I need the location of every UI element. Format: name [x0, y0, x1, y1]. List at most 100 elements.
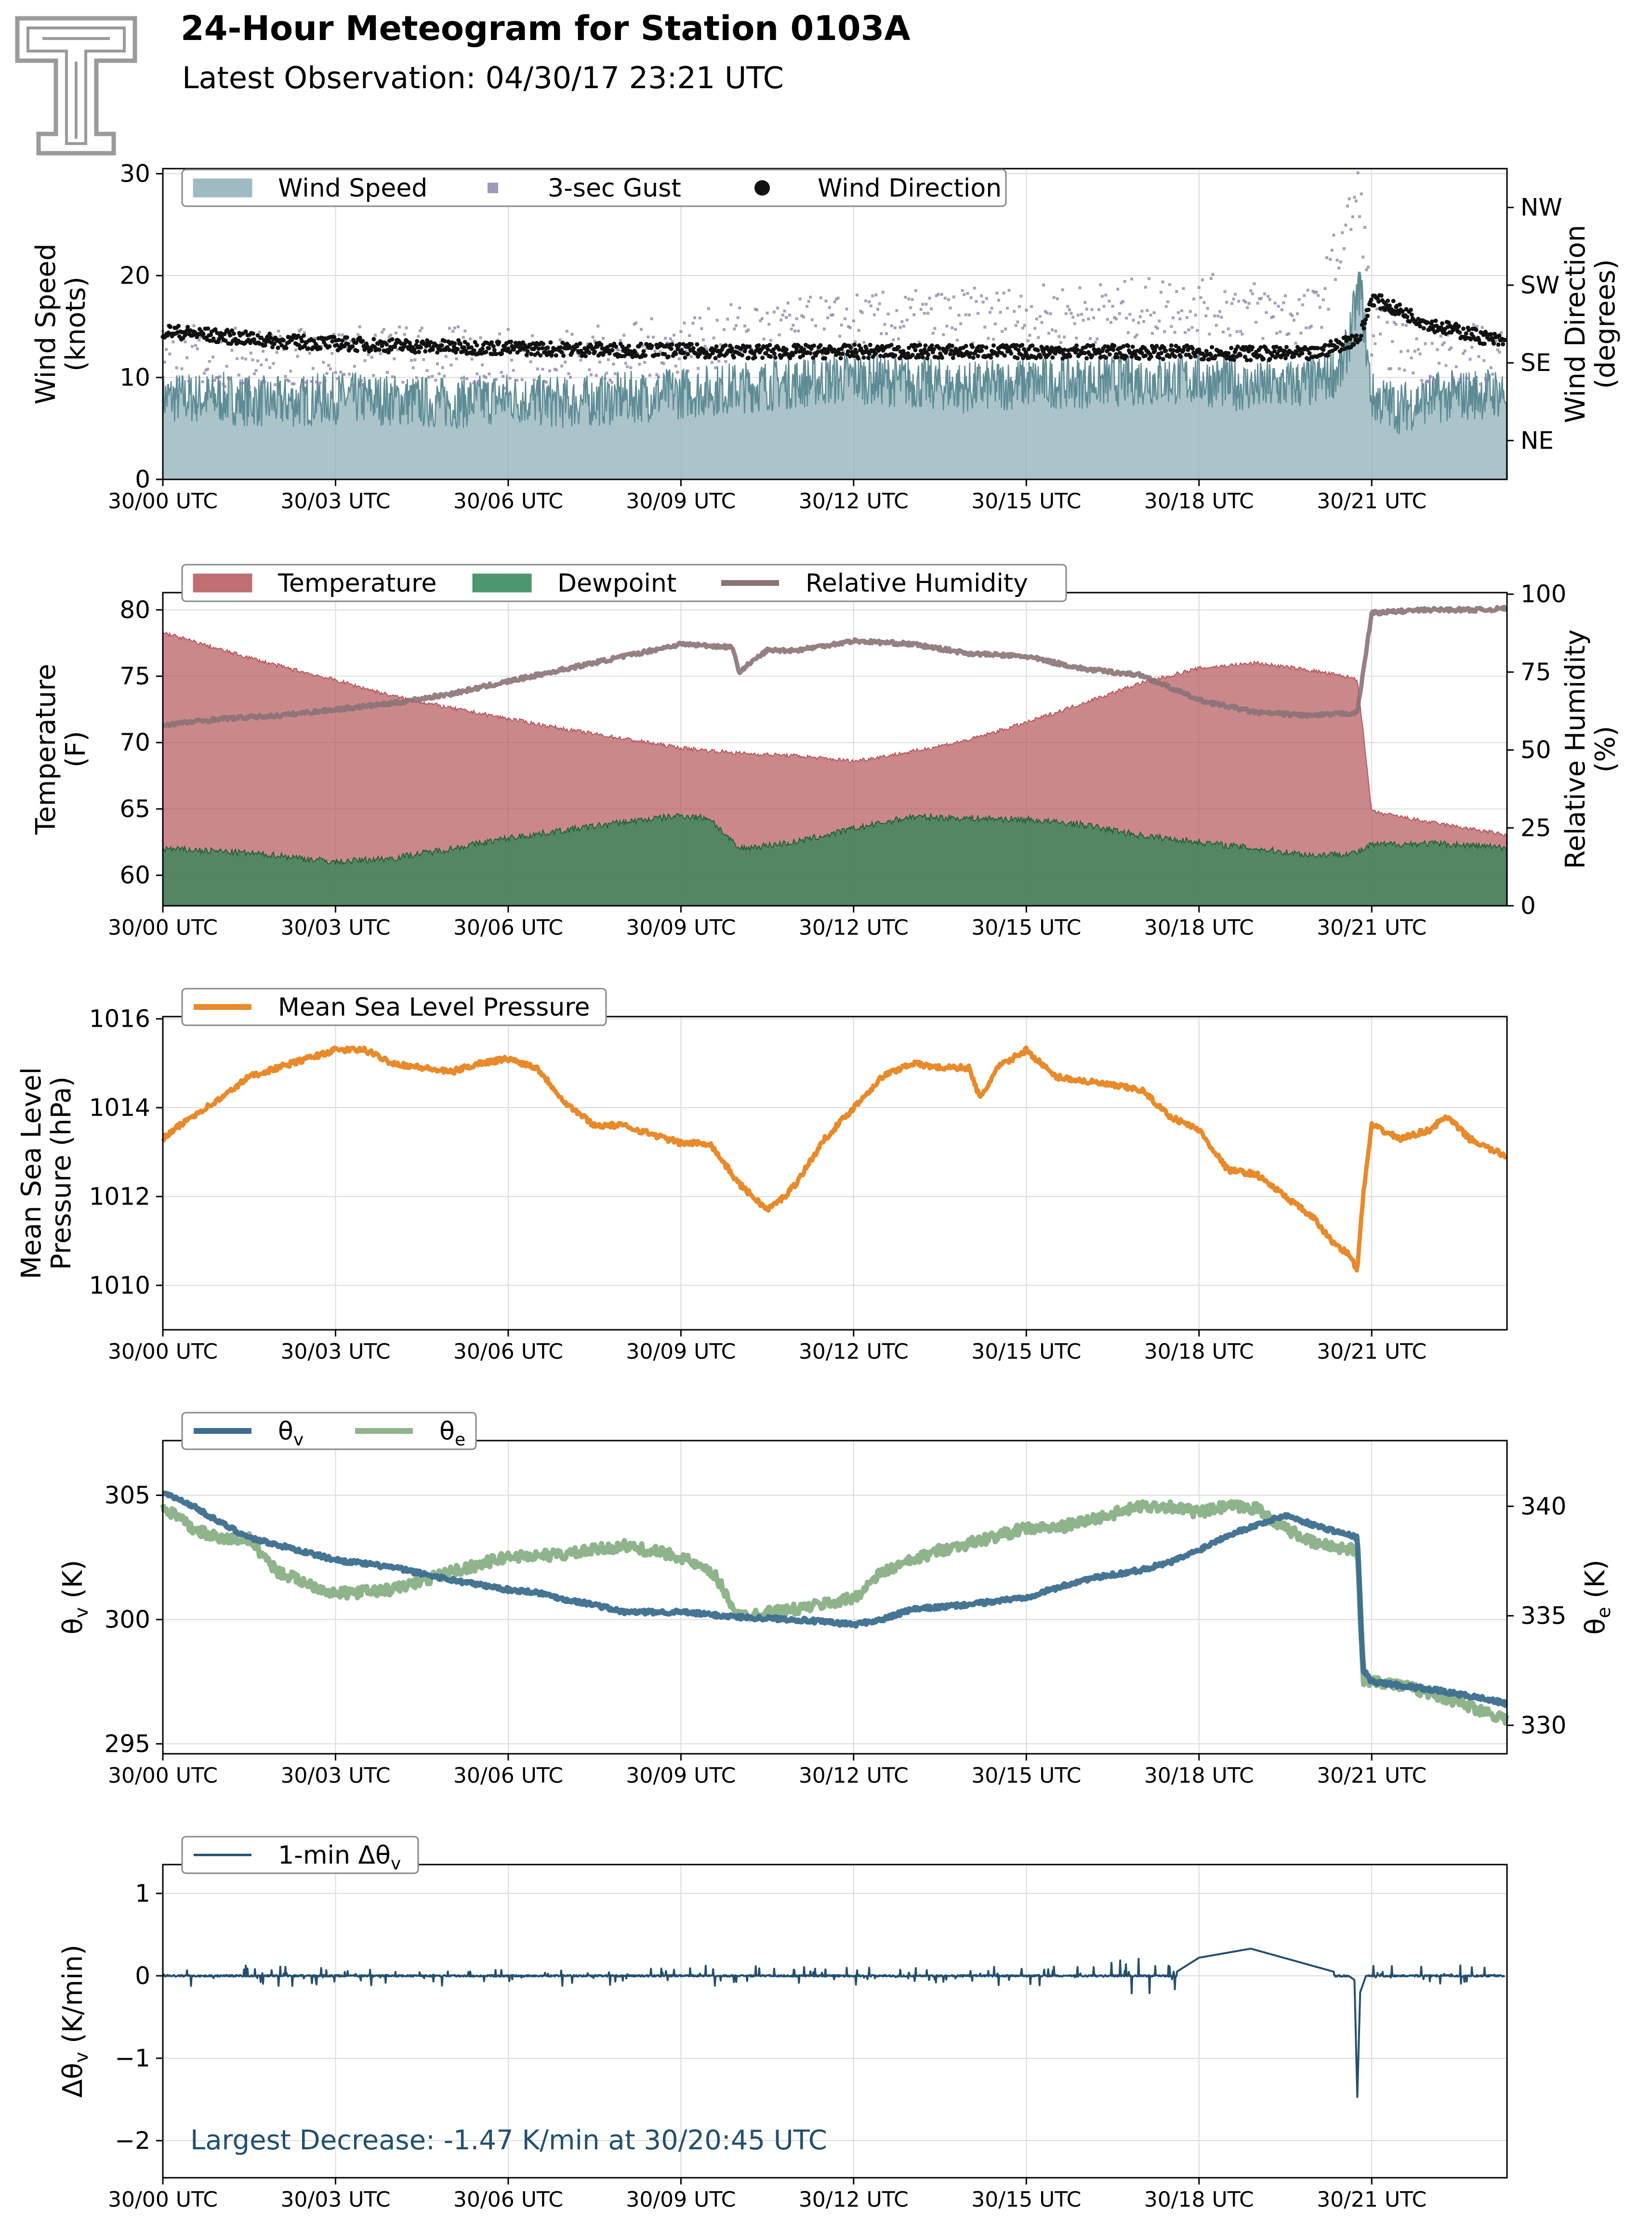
gust-point — [532, 378, 536, 382]
wind-direction-point — [1111, 347, 1116, 352]
gust-point — [1199, 296, 1203, 299]
x-tick-label: 30/15 UTC — [971, 1339, 1081, 1364]
wind-direction-point — [793, 350, 798, 355]
wind-direction-point — [355, 348, 359, 353]
gust-point — [1337, 266, 1341, 270]
gust-point — [1096, 337, 1099, 341]
gust-point — [1349, 228, 1353, 231]
gust-point — [1434, 382, 1437, 385]
gust-point — [1401, 323, 1404, 326]
wind-direction-point — [1467, 328, 1471, 332]
gust-point — [1498, 350, 1501, 354]
wind-direction-point — [1492, 341, 1496, 346]
gust-point — [558, 338, 562, 342]
gust-point — [688, 334, 691, 337]
y-axis-title: θv (K) — [57, 1560, 92, 1635]
gust-point — [411, 366, 415, 370]
wind-direction-point — [931, 347, 936, 352]
gust-point — [358, 325, 361, 329]
gust-point — [1292, 318, 1295, 322]
gust-point — [1279, 330, 1282, 333]
wind-direction-point — [764, 351, 768, 356]
wind-direction-point — [971, 355, 976, 360]
gust-point — [1042, 283, 1045, 287]
gust-point — [1420, 379, 1424, 382]
gust-point — [325, 372, 329, 375]
gust-point — [543, 380, 546, 383]
gust-point — [971, 341, 975, 344]
axis-label: θe (K) — [1580, 1560, 1614, 1635]
temperature-panel: 30/00 UTC 30/03 UTC 30/06 UTC 30/09 UTC 30/1… — [30, 564, 1621, 940]
gust-point — [676, 371, 679, 374]
gust-point — [674, 364, 677, 368]
wind-direction-point — [1090, 353, 1095, 358]
gust-point — [612, 362, 615, 366]
gust-point — [1403, 369, 1406, 372]
wind-direction-point — [472, 348, 476, 353]
gust-point — [515, 379, 518, 382]
series-pressure — [161, 1045, 1508, 1273]
gust-point — [693, 316, 697, 319]
gust-point — [995, 291, 999, 295]
gust-point — [496, 338, 500, 342]
wind-direction-point — [318, 346, 323, 351]
gust-point — [1076, 313, 1080, 317]
gust-point — [726, 318, 729, 321]
wind-direction-point — [442, 339, 447, 344]
gust-point — [648, 373, 651, 377]
gust-point — [494, 378, 498, 381]
gust-point — [907, 297, 911, 301]
wind-direction-point — [1325, 353, 1330, 358]
gust-point — [833, 300, 836, 304]
wind-direction-point — [1210, 345, 1215, 350]
gust-point — [425, 369, 429, 372]
wind-direction-point — [791, 353, 795, 357]
gust-point — [1462, 352, 1465, 355]
wind-direction-point — [866, 356, 871, 360]
gust-point — [1271, 315, 1275, 318]
y2-tick-label: 50 — [1520, 736, 1551, 764]
gust-point — [1114, 317, 1118, 320]
wind-direction-point — [920, 355, 925, 360]
gust-point — [1299, 331, 1303, 335]
gust-point — [659, 350, 662, 354]
gust-point — [1480, 326, 1484, 329]
gust-point — [1237, 300, 1241, 303]
wind-direction-point — [484, 349, 489, 354]
gust-point — [1196, 329, 1199, 332]
gust-point — [1088, 337, 1092, 340]
gust-point — [1375, 307, 1378, 311]
gust-point — [926, 312, 929, 315]
gust-point — [797, 330, 800, 333]
wind-direction-point — [487, 346, 491, 351]
gust-point — [1374, 342, 1377, 345]
gust-point — [834, 297, 838, 301]
gust-point — [671, 340, 674, 343]
gust-point — [1432, 378, 1436, 381]
wind-direction-point — [521, 340, 526, 345]
gust-point — [565, 330, 568, 333]
x-tick-label: 30/03 UTC — [280, 1339, 390, 1364]
gust-point — [520, 378, 524, 381]
gust-point — [367, 353, 370, 356]
wind-direction-point — [435, 350, 440, 355]
x-tick-label: 30/21 UTC — [1317, 1339, 1427, 1364]
wind-direction-point — [1248, 357, 1253, 362]
gust-point — [1436, 348, 1439, 351]
gust-point — [1234, 292, 1237, 296]
gust-point — [786, 302, 790, 305]
x-tick-label: 30/12 UTC — [799, 2187, 909, 2212]
wind-direction-point — [917, 343, 922, 347]
y2-tick-label: SE — [1520, 349, 1551, 377]
gust-point — [1315, 291, 1318, 294]
gust-point — [1184, 331, 1187, 334]
wind-direction-point — [1344, 339, 1349, 344]
gust-point — [1047, 331, 1050, 335]
gust-point — [836, 296, 840, 300]
wind-direction-point — [1429, 319, 1434, 324]
gust-point — [453, 326, 456, 330]
wind-direction-point — [587, 350, 592, 355]
gust-point — [472, 381, 476, 384]
wind-direction-point — [415, 339, 420, 344]
wind-direction-point — [500, 351, 504, 356]
